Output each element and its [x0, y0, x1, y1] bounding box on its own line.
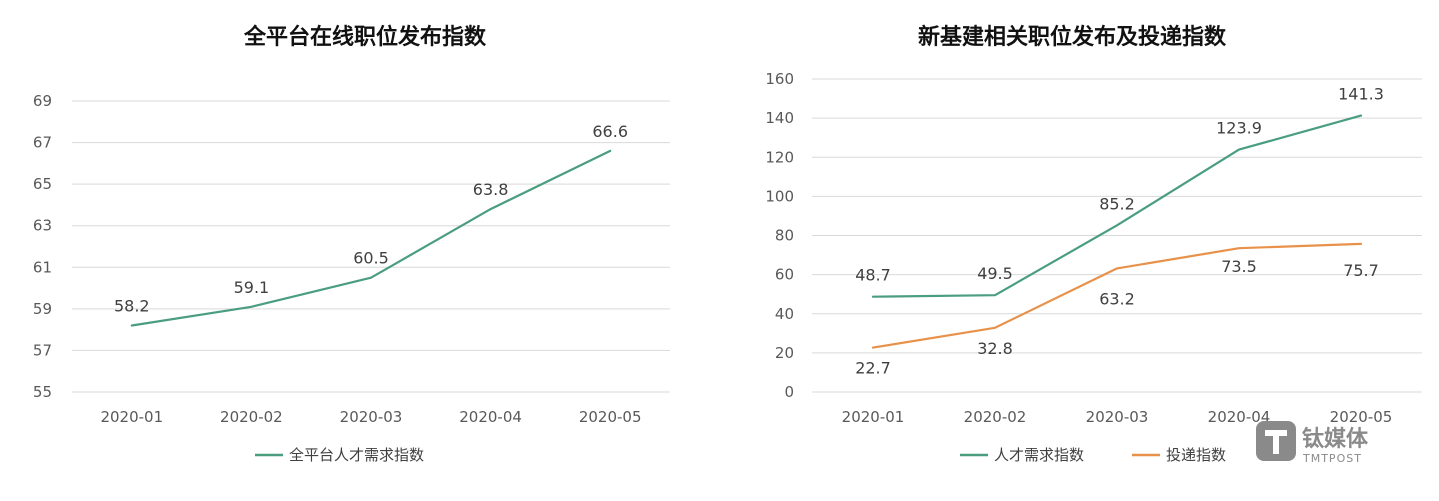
- c1-series-line-1: [130, 149, 612, 327]
- c1-x-tick-label: 2020-01: [100, 408, 163, 426]
- c2-x-tick-label: 2020-04: [1208, 408, 1271, 426]
- c2-x-tick-label: 2020-01: [842, 408, 905, 426]
- c2-data-label: 123.9: [1216, 119, 1262, 138]
- tmtpost-watermark: 钛媒体 TMTPOST: [1256, 421, 1369, 465]
- c2-data-label: 32.8: [977, 339, 1013, 358]
- c2-series-line-2: [871, 242, 1363, 349]
- c2-y-tick-label: 20: [775, 344, 794, 362]
- c1-x-tick-label: 2020-05: [579, 408, 642, 426]
- c1-y-tick-label: 57: [33, 341, 52, 359]
- c1-x-tick-label: 2020-02: [220, 408, 283, 426]
- c2-data-label: 22.7: [855, 359, 891, 378]
- c2-y-tick-label: 100: [765, 187, 794, 205]
- chart1-legend: 全平台人才需求指数: [255, 446, 424, 464]
- c2-data-label: 48.7: [855, 266, 891, 285]
- chart2-x-axis: 2020-01 2020-02 2020-03 2020-04 2020-05: [842, 408, 1393, 426]
- c2-legend-label: 投递指数: [1166, 446, 1226, 464]
- c2-y-tick-label: 120: [765, 148, 794, 166]
- c1-y-tick-label: 69: [33, 92, 52, 110]
- c1-y-tick-label: 61: [33, 258, 52, 276]
- tmtpost-logo-icon: [1256, 421, 1296, 461]
- c2-data-label: 63.2: [1099, 289, 1135, 308]
- c2-series-line-1: [871, 114, 1363, 298]
- chart2-y-axis: 0 20 40 60 80 100 120 140 160: [765, 70, 794, 401]
- c2-data-label: 49.5: [977, 264, 1013, 283]
- c1-data-label: 66.6: [592, 122, 628, 141]
- c1-data-label: 58.2: [114, 296, 150, 315]
- c2-x-tick-label: 2020-03: [1086, 408, 1149, 426]
- c2-y-tick-label: 0: [784, 383, 794, 401]
- c2-y-tick-label: 140: [765, 109, 794, 127]
- c1-legend-label: 全平台人才需求指数: [289, 446, 424, 464]
- c1-y-tick-label: 55: [33, 383, 52, 401]
- chart2-series: 48.7 49.5 85.2 123.9 141.3 22.7 32.8 63.2 73.5 75…: [855, 85, 1384, 378]
- c1-y-tick-label: 65: [33, 175, 52, 193]
- c1-y-tick-label: 59: [33, 300, 52, 318]
- c2-data-label: 73.5: [1221, 257, 1257, 276]
- chart1-gridlines: [72, 100, 670, 393]
- chart1-series: 58.2 59.1 60.5 63.8 66.6: [114, 122, 628, 327]
- chart2-title: 新基建相关职位发布及投递指数: [918, 24, 1227, 50]
- c2-data-label: 141.3: [1338, 85, 1384, 104]
- c1-data-label: 63.8: [473, 180, 509, 199]
- c1-y-tick-label: 63: [33, 217, 52, 235]
- c2-legend-label: 人才需求指数: [994, 446, 1084, 464]
- c2-y-tick-label: 80: [775, 227, 794, 245]
- chart2-gridlines: [812, 78, 1422, 393]
- c2-data-label: 75.7: [1343, 261, 1379, 280]
- c1-x-tick-label: 2020-03: [340, 408, 403, 426]
- chart-new-infrastructure-index: 新基建相关职位发布及投递指数 0 20 40 60 80 100 120 140 160 202…: [765, 24, 1422, 464]
- c1-y-tick-label: 67: [33, 134, 52, 152]
- c2-x-tick-label: 2020-02: [964, 408, 1027, 426]
- chart1-title: 全平台在线职位发布指数: [243, 24, 487, 50]
- chart1-y-axis: 55 57 59 61 63 65 67 69: [33, 92, 52, 401]
- watermark-sub: TMTPOST: [1302, 452, 1362, 465]
- c2-y-tick-label: 60: [775, 266, 794, 284]
- c2-y-tick-label: 40: [775, 305, 794, 323]
- watermark-text: 钛媒体: [1302, 426, 1369, 452]
- c2-data-label: 85.2: [1099, 194, 1135, 213]
- c1-data-label: 60.5: [353, 249, 389, 268]
- c1-x-tick-label: 2020-04: [459, 408, 522, 426]
- c2-x-tick-label: 2020-05: [1330, 408, 1393, 426]
- chart1-x-axis: 2020-01 2020-02 2020-03 2020-04 2020-05: [100, 408, 641, 426]
- chart2-legend: 人才需求指数 投递指数: [960, 446, 1226, 464]
- c1-data-label: 59.1: [234, 278, 270, 297]
- c2-y-tick-label: 160: [765, 70, 794, 88]
